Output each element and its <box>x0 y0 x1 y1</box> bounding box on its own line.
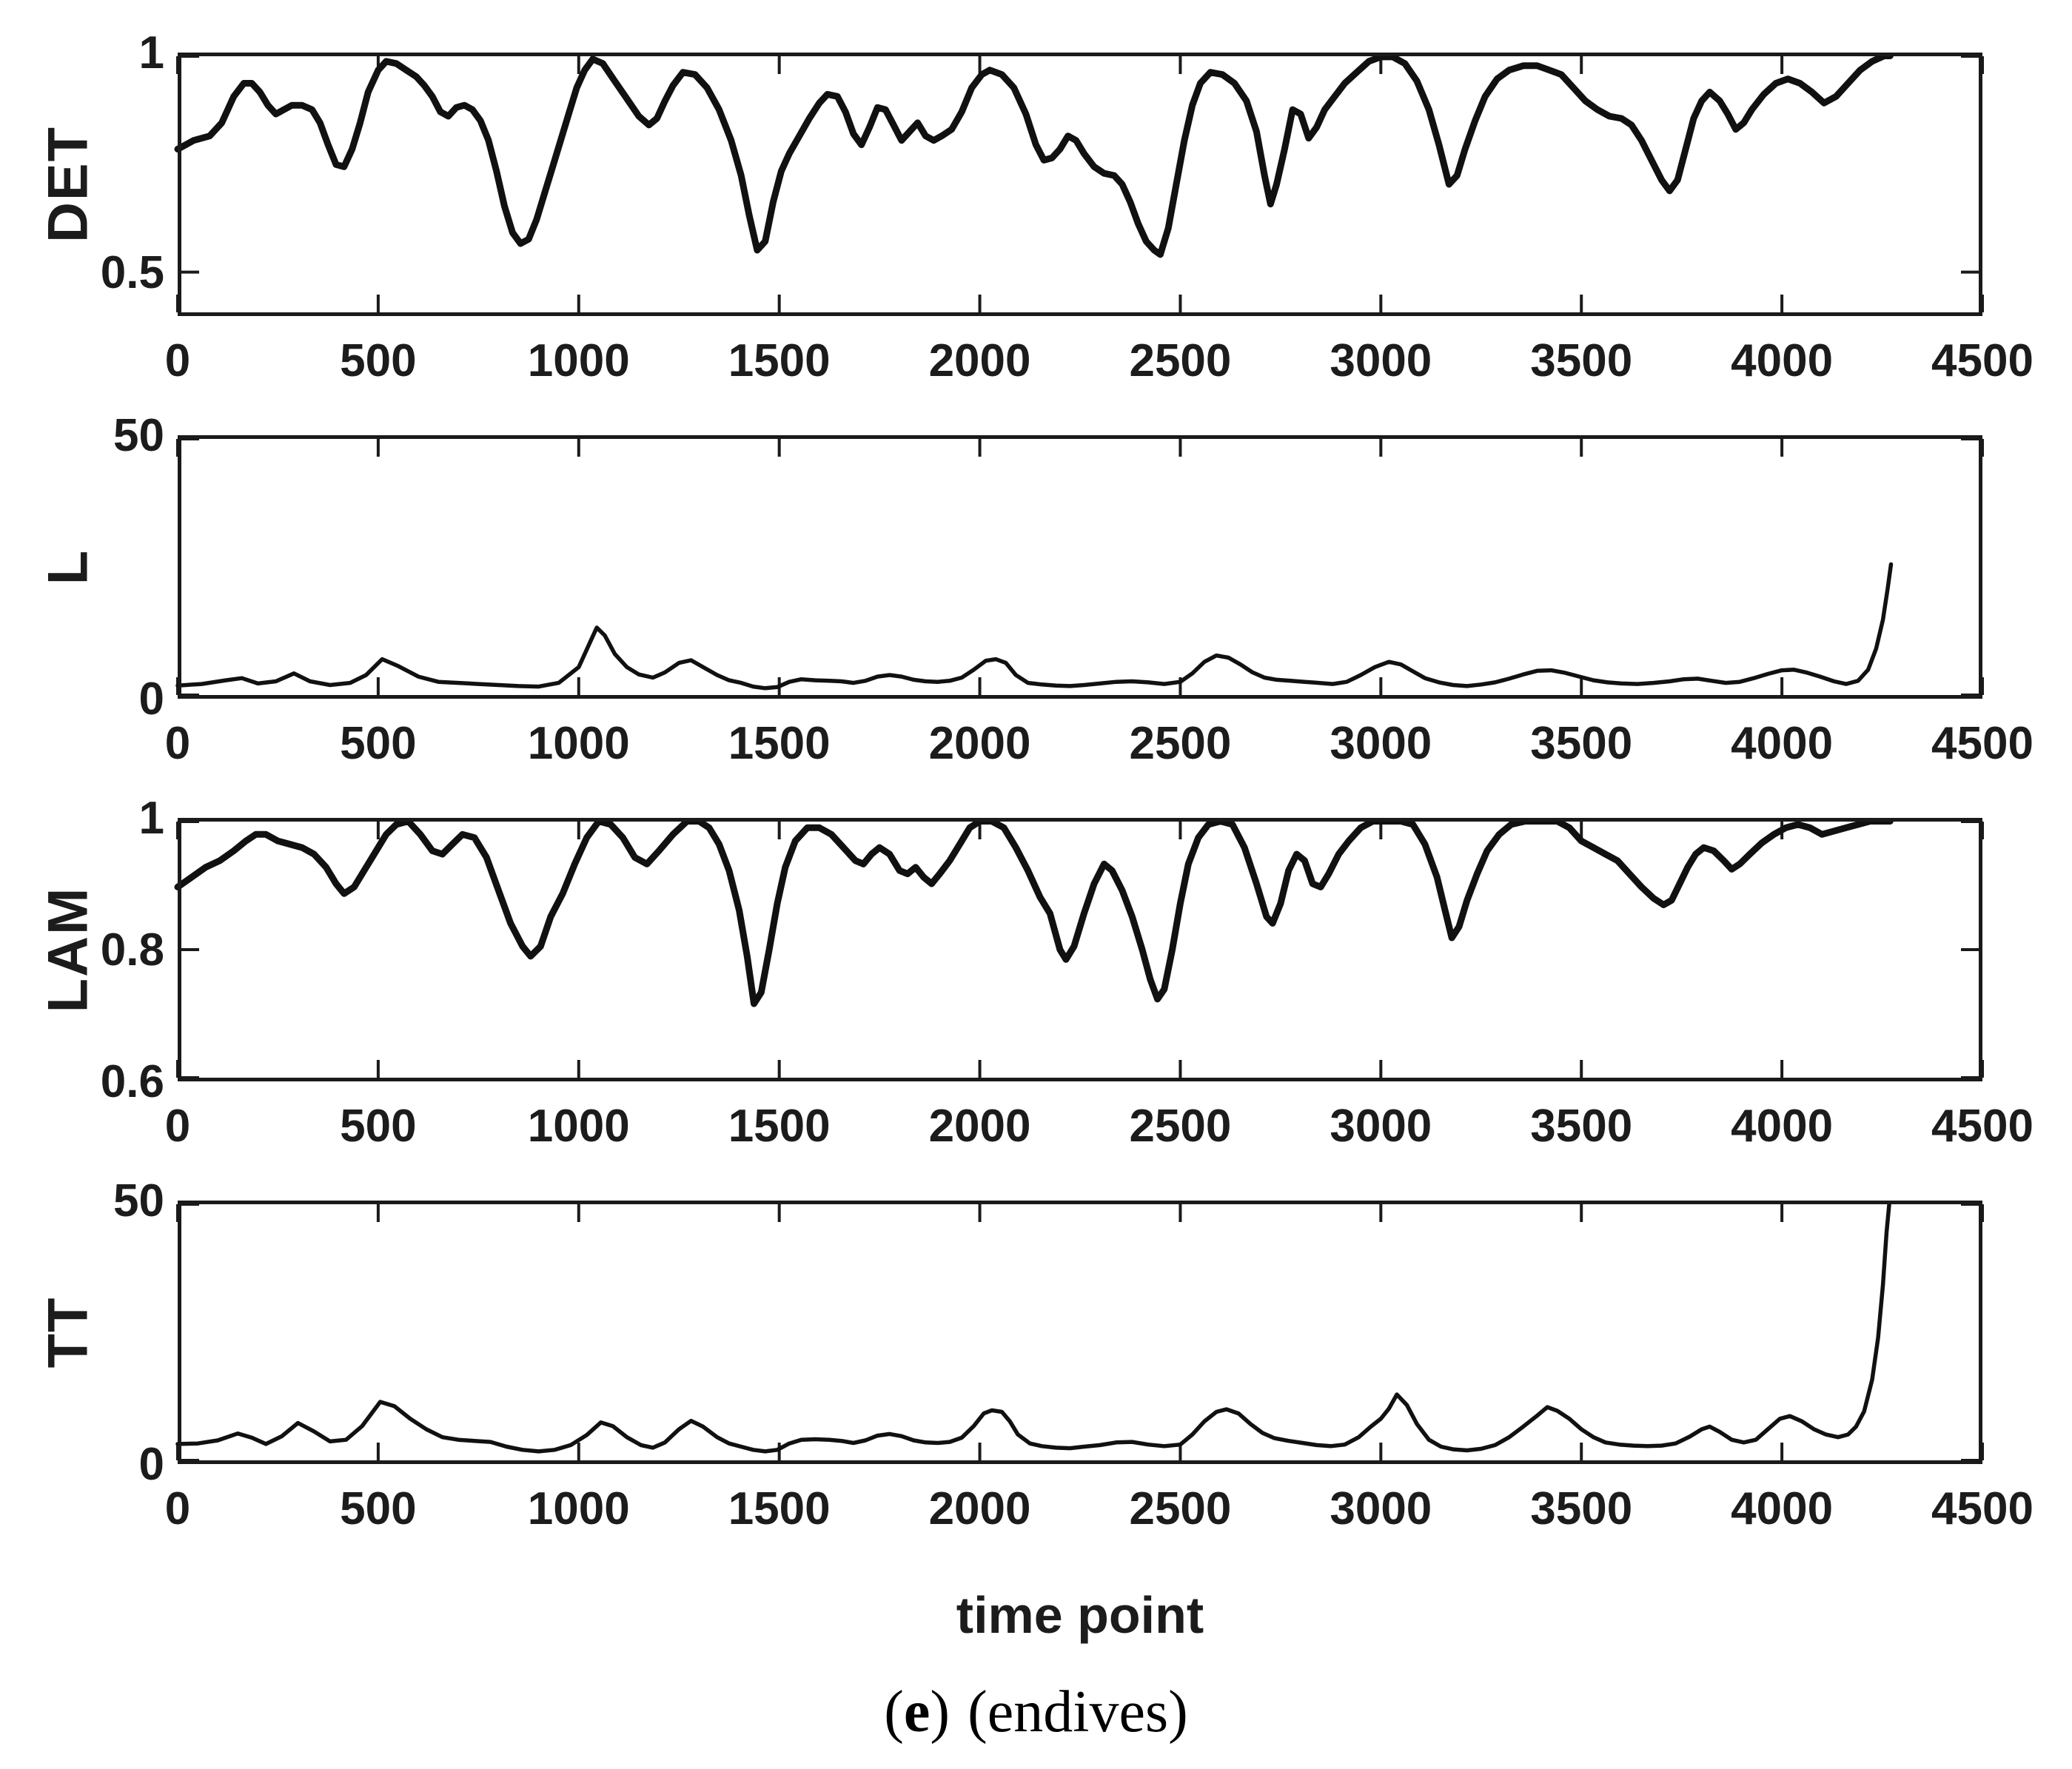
data-line-det <box>174 53 1894 258</box>
x-tick-label: 1500 <box>728 1101 831 1152</box>
x-tick-label: 3000 <box>1330 718 1432 769</box>
x-tick-label: 500 <box>340 1483 417 1534</box>
x-tick-label: 3500 <box>1530 1101 1633 1152</box>
caption-paren-close: ) <box>930 1679 950 1745</box>
x-tick-label: 3000 <box>1330 335 1432 386</box>
x-tick-label: 4000 <box>1731 335 1834 386</box>
data-line-tt <box>175 1201 1892 1454</box>
x-tick-label: 2000 <box>928 718 1031 769</box>
x-tick-label: 4000 <box>1731 1101 1834 1152</box>
x-tick-label: 4500 <box>1931 718 2034 769</box>
x-tick-label: 0 <box>164 1483 191 1534</box>
x-tick-label: 3000 <box>1330 1483 1432 1534</box>
x-tick-label: 2500 <box>1129 335 1232 386</box>
y-tick-label: 50 <box>113 1175 164 1226</box>
subplot-det: DET 0.5 1 0 500 1000 1500 2000 2500 3000 3500 4000… <box>37 30 2034 384</box>
x-tick-label: 2500 <box>1129 718 1232 769</box>
y-tick-label: 0.8 <box>100 924 164 976</box>
figure-caption: (e) (endives) <box>0 1679 2072 1746</box>
subplot-tt: TT 0 50 0 500 1000 1500 2000 2500 3000 3500 4000 45… <box>37 1178 2034 1532</box>
x-tick-label: 500 <box>340 1101 417 1152</box>
y-tick-label: 0.6 <box>100 1056 164 1107</box>
y-axis-label-det: DET <box>36 126 100 243</box>
x-tick-label: 2000 <box>928 1483 1031 1534</box>
plot-area-lam <box>174 818 1984 1081</box>
caption-paren-open: ( <box>884 1679 904 1745</box>
x-tick-label: 2500 <box>1129 1101 1232 1152</box>
x-tick-label: 4000 <box>1731 718 1834 769</box>
x-tick-label: 2000 <box>928 335 1031 386</box>
x-tick-label: 3500 <box>1530 335 1633 386</box>
x-tick-label: 1000 <box>527 1483 630 1534</box>
x-tick-label: 1500 <box>728 1483 831 1534</box>
axes-box <box>178 435 1982 699</box>
x-tick-label: 0 <box>164 1101 191 1152</box>
x-tick-label: 0 <box>164 335 191 386</box>
axes-box <box>178 1201 1982 1464</box>
y-axis-label-tt: TT <box>36 1296 100 1369</box>
x-tick-label: 1000 <box>527 718 630 769</box>
x-tick-label: 1500 <box>728 718 831 769</box>
data-line-lam <box>174 818 1894 1007</box>
caption-letter: e <box>903 1679 931 1745</box>
x-tick-label: 1000 <box>527 1101 630 1152</box>
x-tick-label: 0 <box>164 718 191 769</box>
y-tick-label: 1 <box>138 27 164 78</box>
x-tick-label: 3500 <box>1530 718 1633 769</box>
x-tick-label: 500 <box>340 718 417 769</box>
data-line-l <box>175 562 1894 691</box>
axes-box <box>178 53 1982 316</box>
plot-area-det <box>174 53 1984 316</box>
x-axis-title: time point <box>956 1586 1204 1644</box>
y-tick-label: 0 <box>138 1439 164 1490</box>
axes-box <box>178 818 1982 1081</box>
y-axis-label-l: L <box>36 548 100 585</box>
y-tick-label: 0.5 <box>100 246 164 298</box>
y-tick-label: 0 <box>138 674 164 725</box>
y-tick-label: 50 <box>113 410 164 461</box>
x-tick-label: 4000 <box>1731 1483 1834 1534</box>
y-tick-label: 1 <box>138 793 164 844</box>
plot-area-tt <box>175 1201 1984 1464</box>
x-tick-label: 3500 <box>1530 1483 1633 1534</box>
x-tick-label: 4500 <box>1931 1101 2034 1152</box>
x-tick-label: 4500 <box>1931 335 2034 386</box>
x-tick-label: 2500 <box>1129 1483 1232 1534</box>
x-tick-label: 3000 <box>1330 1101 1432 1152</box>
x-tick-label: 4500 <box>1931 1483 2034 1534</box>
caption-text: (endives) <box>968 1679 1188 1745</box>
subplot-lam: LAM 0.6 0.8 1 0 500 1000 1500 2000 2500 3000 3500 4… <box>37 796 2034 1149</box>
x-tick-label: 1000 <box>527 335 630 386</box>
x-tick-label: 1500 <box>728 335 831 386</box>
x-tick-label: 2000 <box>928 1101 1031 1152</box>
x-tick-label: 500 <box>340 335 417 386</box>
subplot-l: L 0 50 0 500 1000 1500 2000 2500 3000 3500 4000 450… <box>37 413 2034 767</box>
plot-area-l <box>175 435 1984 699</box>
